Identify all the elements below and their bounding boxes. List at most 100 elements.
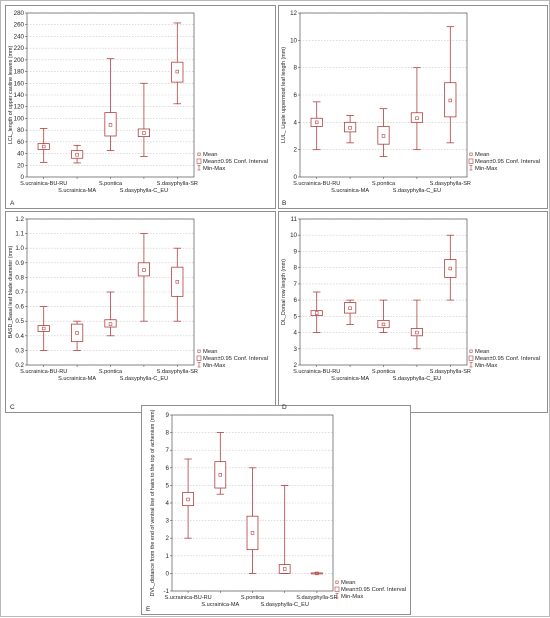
panel-a-tick-label-10: 200 (14, 57, 25, 64)
panel-a-legend-range: Min-Max (203, 166, 225, 172)
panel-d-ci-box-2 (377, 319, 390, 329)
panel-c-tick-label-2: 0.4 (15, 333, 24, 340)
panel-b-legend-mean-swatch (469, 152, 473, 156)
panel-c-legend-mean-swatch (197, 349, 201, 353)
panel-a-tick-label-12: 240 (14, 33, 25, 40)
panel-a-mean-marker-0 (41, 144, 46, 149)
panel-d-letter: D (282, 404, 287, 411)
panel-c-tick-label-7: 0.9 (15, 260, 24, 267)
panel-e-category-label-4: S.dasyphylla-SR (296, 595, 337, 601)
panel-c-tick-label-0: 0.2 (15, 362, 24, 369)
panel-e-legend-mean: Mean (341, 580, 356, 586)
panel-a-legend-mean-swatch (197, 152, 201, 156)
panel-e-tick-label-6: 5 (166, 482, 170, 489)
panel-b-tick-label-2: 4 (294, 119, 298, 126)
panel-d-tick-label-8: 10 (290, 232, 297, 239)
panel-c-mean-marker-0 (41, 326, 46, 331)
panel-b-category-label-4: S.dasyphylla-SR (430, 181, 471, 187)
panel-e-legend-range: Min-Max (341, 594, 363, 600)
panel-a-tick-label-4: 80 (17, 127, 24, 134)
panel-c-tick-label-10: 1.2 (15, 216, 24, 223)
panel-d-category-label-4: S.dasyphylla-SR (430, 369, 471, 375)
panel-b-ci-box-2 (377, 126, 390, 145)
panel-e-mean-marker-4 (315, 571, 319, 576)
panel-d-tick-label-6: 8 (294, 265, 298, 272)
panel-c-ci-box-0 (37, 325, 50, 332)
panel-a-tick-label-5: 100 (14, 115, 25, 122)
panel-d-mean-marker-3 (415, 330, 419, 335)
panel-e-letter: E (146, 606, 151, 613)
panel-a-legend-ci: Mean±0.95 Conf. Interval (203, 159, 268, 165)
panel-d-legend-range: Min-Max (475, 363, 497, 369)
panel-b-ci-box-0 (310, 117, 323, 127)
panel-a-tick-label-9: 180 (14, 69, 25, 76)
panel-a-tick-label-3: 60 (17, 139, 24, 146)
panel-d-legend-mean: Mean (475, 349, 490, 355)
panel-d-frame (278, 211, 548, 413)
panel-d-tick-label-7: 9 (294, 248, 298, 255)
panel-b-tick-label-0: 0 (294, 174, 298, 181)
panel-b-category-label-0: S.ucrainica-BU-RU (293, 181, 340, 187)
panel-a-y-axis-title: LCL_length of upper cauline leaves (mm) (8, 46, 14, 145)
panel-d-mean-marker-4 (448, 266, 452, 271)
panel-a-legend-mean: Mean (203, 152, 218, 158)
panel-a-category-label-0: S.ucrainica-BU-RU (20, 181, 67, 187)
panel-e-mean-marker-1 (218, 473, 222, 477)
panel-a-tick-label-6: 120 (14, 104, 25, 111)
panel-e-mean-marker-3 (282, 567, 287, 571)
panel-e-legend-mean-swatch (335, 580, 339, 584)
panel-c-category-label-1: S.ucrainica-MA (58, 376, 96, 382)
panel-a-ci-box-3 (137, 128, 150, 137)
panel-e-tick-label-2: 1 (166, 553, 170, 560)
panel-b-ci-box-3 (410, 112, 423, 123)
panel-d-tick-label-5: 7 (294, 281, 298, 288)
panel-a-ci-box-1 (71, 150, 84, 159)
panel-a-mean-marker-4 (175, 69, 179, 74)
panel-b-tick-label-1: 2 (294, 147, 298, 154)
panel-b-tick-label-5: 10 (290, 37, 297, 44)
panel-a-tick-label-11: 220 (14, 45, 25, 52)
panel-d-category-label-0: S.ucrainica-BU-RU (293, 369, 340, 375)
panel-d-category-label-1: S.ucrainica-MA (331, 376, 369, 382)
panel-e-tick-label-1: 0 (166, 570, 170, 577)
panel-a-tick-label-13: 260 (14, 22, 25, 29)
panel-c-legend-ci-swatch (196, 355, 202, 361)
panel-a-ci-box-0 (37, 143, 50, 150)
panel-a-letter: A (10, 200, 15, 207)
panel-a-tick-label-8: 160 (14, 80, 25, 87)
panel-c-mean-marker-4 (175, 280, 179, 284)
panel-c-frame (5, 211, 276, 413)
panel-a-ci-box-4 (171, 61, 184, 83)
panel-e-tick-label-10: 9 (166, 412, 170, 419)
panel-a-tick-label-14: 280 (14, 10, 25, 17)
panel-d-category-label-3: S.dasyphylla-C_EU (393, 376, 442, 382)
panel-c-tick-label-5: 0.7 (15, 289, 24, 296)
panel-e-tick-label-9: 8 (166, 430, 170, 437)
panel-d-tick-label-1: 3 (294, 346, 298, 353)
panel-a-category-label-4: S.dasyphylla-SR (157, 181, 198, 187)
panel-b-legend-ci: Mean±0.95 Conf. Interval (475, 159, 540, 165)
panel-c-legend-range: Min-Max (203, 363, 225, 369)
panel-d-tick-label-3: 5 (294, 313, 298, 320)
panel-e-category-label-2: S.pontica (241, 595, 265, 601)
panel-b-legend-range: Min-Max (475, 166, 497, 172)
panel-c-legend-ci: Mean±0.95 Conf. Interval (203, 356, 268, 362)
panel-b-legend-mean: Mean (475, 152, 490, 158)
panel-b-category-label-3: S.dasyphylla-C_EU (393, 188, 442, 194)
panel-e-tick-label-7: 6 (166, 465, 170, 472)
panel-e-tick-label-5: 4 (166, 500, 170, 507)
panel-d-tick-label-2: 4 (294, 330, 298, 337)
panel-d-ci-box-4 (444, 259, 457, 278)
panel-b-tick-label-4: 8 (294, 65, 298, 72)
panel-c-ci-box-1 (71, 323, 84, 343)
panel-a-tick-label-2: 40 (17, 151, 24, 158)
panel-b-tick-label-3: 6 (294, 92, 298, 99)
panel-c-category-label-2: S.pontica (99, 369, 123, 375)
panel-e-tick-label-8: 7 (166, 447, 170, 454)
panel-b-ci-box-1 (344, 121, 357, 133)
panel-d-tick-label-0: 2 (294, 362, 298, 369)
panel-a-category-label-1: S.ucrainica-MA (58, 188, 96, 194)
panel-c-mean-marker-2 (108, 322, 113, 326)
panel-b-mean-marker-0 (314, 120, 319, 125)
